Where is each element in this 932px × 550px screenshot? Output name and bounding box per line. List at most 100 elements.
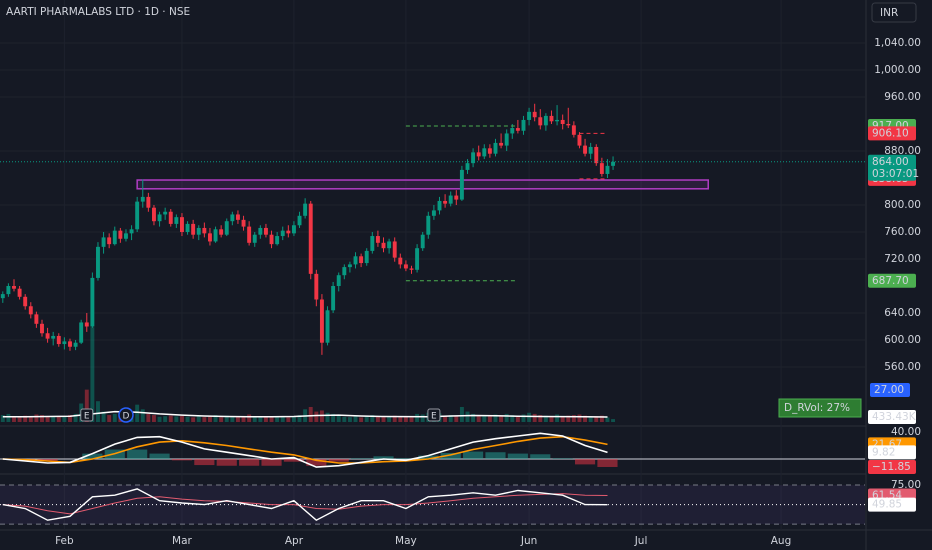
y-tick-label: 720.00	[884, 253, 921, 265]
histogram-bar	[216, 458, 237, 466]
volume-bar	[269, 415, 274, 422]
volume-bar	[163, 416, 168, 422]
candle-body	[202, 227, 207, 234]
candle-body	[179, 217, 184, 232]
candle-body	[219, 229, 224, 235]
candle-body	[207, 233, 212, 242]
volume-bar	[375, 416, 380, 422]
volume-bar	[263, 417, 268, 422]
histogram-bar	[171, 458, 193, 461]
candle-body	[448, 195, 453, 204]
volume-ma-tag-bg	[868, 409, 916, 424]
x-tick-label: Jul	[634, 535, 648, 547]
volume-bar	[191, 417, 196, 422]
histogram-bar	[127, 449, 148, 459]
candle-body	[387, 241, 392, 249]
candle-body	[196, 227, 201, 235]
histogram-bar	[261, 458, 282, 466]
last-price-tag: 864.00	[872, 156, 909, 168]
y-tick-label: 640.00	[884, 307, 921, 319]
candle-body	[359, 256, 364, 264]
volume-bar	[62, 416, 67, 422]
candle-body	[129, 229, 134, 234]
candle-body	[263, 227, 268, 235]
volume-bar	[342, 416, 347, 422]
volume-bar	[185, 416, 190, 422]
macd-tag: 9.82	[872, 446, 895, 458]
volume-bar	[454, 416, 459, 422]
candle-body	[12, 286, 16, 289]
candle-body	[336, 275, 341, 286]
last-price-tag-bg	[868, 154, 916, 181]
level-tag: 687.70	[872, 275, 909, 287]
candle-body	[118, 230, 123, 239]
histogram-bar	[552, 458, 573, 459]
candle-body	[62, 341, 67, 345]
volume-bar	[247, 414, 252, 422]
volume-bar	[107, 415, 112, 422]
candle-body	[247, 226, 252, 243]
candle-body	[34, 314, 39, 324]
histogram-bar	[194, 458, 215, 466]
candle-body	[275, 236, 280, 245]
volume-bar	[370, 415, 375, 422]
volume-bar	[443, 415, 448, 422]
candle-body	[347, 264, 352, 268]
rsi-tag-bg	[868, 497, 916, 512]
volume-bar	[364, 416, 369, 422]
volume-bar	[588, 416, 593, 422]
volume-bar	[96, 401, 100, 422]
candle-body	[146, 196, 151, 208]
volume-bar	[499, 415, 504, 422]
y-tick-label: 1,040.00	[874, 37, 921, 49]
histogram-bar	[418, 455, 439, 459]
candle-body	[471, 152, 476, 164]
volume-bar	[135, 404, 140, 422]
candle-body	[543, 115, 548, 126]
volume-bar	[174, 416, 179, 422]
volume-bar	[286, 417, 291, 422]
candle-body	[40, 323, 44, 334]
candle-body	[230, 214, 235, 222]
volume-bar	[219, 417, 224, 422]
candle-body	[107, 237, 112, 245]
candle-body	[213, 229, 218, 242]
candle-body	[157, 214, 162, 222]
currency-label[interactable]: INR	[880, 7, 898, 19]
x-tick-label: Jun	[520, 535, 537, 547]
rsi-ma-line	[2, 493, 608, 515]
candle-body	[84, 322, 89, 327]
volume-bar	[319, 410, 324, 422]
rsi-tag: 49.85	[872, 499, 902, 511]
histogram-tag: −11.85	[872, 461, 911, 473]
candle-body	[241, 219, 246, 227]
candle-body	[605, 165, 610, 174]
candle-body	[152, 207, 156, 222]
y-tick-label: 75.00	[891, 479, 921, 491]
y-tick-label: 760.00	[884, 226, 921, 238]
candle-body	[90, 277, 95, 327]
candle-body	[459, 169, 464, 200]
candle-body	[403, 264, 408, 269]
candle-body	[482, 148, 487, 157]
volume-bar	[409, 417, 414, 422]
candle-body	[252, 234, 257, 243]
candle-body	[51, 335, 56, 339]
candle-body	[532, 111, 537, 118]
volume-bar	[543, 415, 548, 422]
currency-button[interactable]	[871, 2, 917, 23]
volume-ma-tag: 433.43K	[872, 411, 917, 423]
candle-body	[163, 211, 168, 215]
volume-bar	[56, 415, 61, 422]
volume-bar	[487, 416, 492, 422]
level-tag: 906.10	[872, 127, 909, 139]
volume-bar	[471, 413, 476, 422]
volume-bar	[611, 419, 616, 422]
volume-bar	[202, 417, 207, 422]
histogram-bar	[395, 458, 416, 459]
volume-bar	[40, 415, 44, 422]
volume-bar	[308, 406, 313, 422]
rvol-label: D_RVol: 27%	[784, 402, 850, 414]
volume-bar	[583, 415, 588, 422]
